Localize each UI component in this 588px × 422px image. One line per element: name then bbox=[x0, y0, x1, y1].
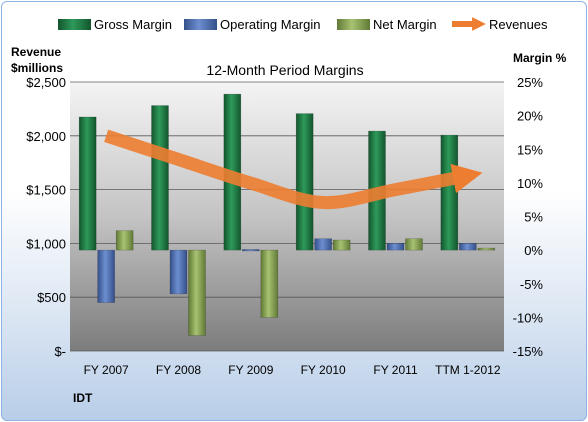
legend-label-gross: Gross Margin bbox=[94, 17, 172, 32]
category-label: FY 2011 bbox=[373, 363, 418, 377]
bar-operating-margin bbox=[169, 249, 188, 295]
legend-label-operating: Operating Margin bbox=[220, 17, 320, 32]
plot-area bbox=[70, 82, 504, 351]
legend-item-gross: Gross Margin bbox=[58, 17, 172, 32]
bar-net-margin bbox=[477, 247, 496, 251]
bar-operating-margin bbox=[459, 243, 477, 251]
right-tick-label: -5% bbox=[520, 277, 544, 292]
left-axis-title-line1: Revenue bbox=[11, 45, 61, 59]
category-label: FY 2008 bbox=[156, 363, 201, 377]
bar-operating-margin bbox=[242, 249, 260, 252]
revenue-line bbox=[104, 129, 483, 210]
left-tick-label: $1,000 bbox=[26, 236, 66, 251]
bar-gross-margin bbox=[78, 116, 97, 251]
revenue-line-group bbox=[104, 129, 483, 210]
legend-label-net: Net Margin bbox=[373, 17, 437, 32]
category-label: FY 2009 bbox=[228, 363, 273, 377]
category-label: TTM 1-2012 bbox=[435, 363, 501, 377]
legend-swatch-operating bbox=[184, 19, 217, 30]
bar-net-margin bbox=[188, 249, 206, 336]
bar-operating-margin bbox=[314, 238, 332, 251]
category-label: FY 2007 bbox=[84, 363, 129, 377]
left-tick-label: $2,500 bbox=[26, 75, 66, 90]
bar-gross-margin bbox=[295, 113, 314, 251]
bar-net-margin bbox=[115, 230, 134, 251]
category-label: FY 2010 bbox=[301, 363, 346, 377]
bar-gross-margin bbox=[440, 134, 459, 251]
left-axis-title-line2: $millions bbox=[11, 61, 63, 75]
tick-labels: $- $500 $1,000 $1,500 $2,000 $2,500 -15% -10% -5… bbox=[26, 75, 543, 377]
right-tick-label: 20% bbox=[517, 109, 543, 124]
left-tick-label: $- bbox=[54, 344, 66, 359]
left-tick-label: $500 bbox=[37, 290, 66, 305]
footnote-label: IDT bbox=[73, 391, 93, 405]
right-tick-label: -15% bbox=[513, 344, 544, 359]
right-axis-title: Margin % bbox=[513, 51, 567, 65]
legend: Gross Margin Operating Margin Net Margin… bbox=[58, 17, 548, 32]
right-tick-label: 15% bbox=[517, 142, 543, 157]
legend-item-revenues: Revenues bbox=[452, 17, 548, 32]
chart-title: 12-Month Period Margins bbox=[206, 62, 363, 78]
legend-item-operating: Operating Margin bbox=[184, 17, 320, 32]
bar-gross-margin bbox=[151, 105, 169, 251]
right-tick-label: 10% bbox=[517, 176, 543, 191]
left-tick-label: $2,000 bbox=[26, 129, 66, 144]
legend-item-net: Net Margin bbox=[337, 17, 437, 32]
bar-operating-margin bbox=[97, 249, 115, 303]
legend-label-revenues: Revenues bbox=[489, 17, 548, 32]
legend-swatch-gross bbox=[58, 19, 91, 30]
legend-swatch-net bbox=[337, 19, 370, 30]
bar-operating-margin bbox=[386, 243, 405, 251]
bar-net-margin bbox=[260, 249, 279, 318]
right-tick-label: 25% bbox=[517, 75, 543, 90]
bar-net-margin bbox=[405, 238, 423, 251]
right-tick-label: -10% bbox=[513, 310, 544, 325]
right-tick-label: 5% bbox=[524, 210, 543, 225]
right-tick-label: 0% bbox=[524, 243, 543, 258]
bar-net-margin bbox=[332, 239, 351, 251]
left-tick-label: $1,500 bbox=[26, 183, 66, 198]
